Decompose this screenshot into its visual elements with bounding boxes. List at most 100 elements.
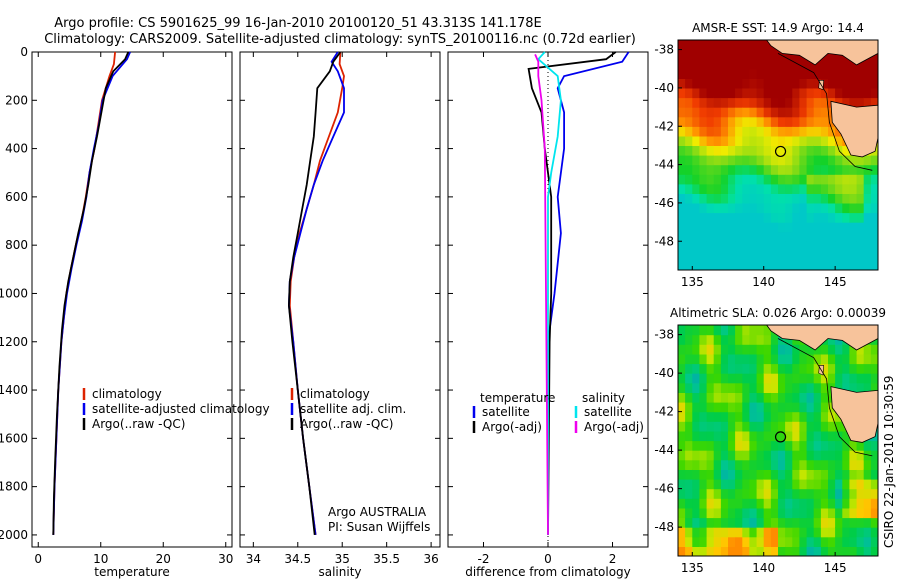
field-cell	[792, 231, 800, 242]
y-tick-label: 800	[5, 238, 28, 252]
field-cell	[785, 174, 793, 185]
tasmania-island	[830, 386, 878, 443]
field-cell	[720, 411, 729, 422]
field-cell	[820, 517, 829, 528]
field-cell	[692, 241, 700, 252]
field-cell	[678, 546, 686, 556]
field-cell	[749, 68, 758, 79]
field-cell	[692, 411, 700, 422]
field-cell	[806, 231, 815, 242]
field-cell	[763, 135, 772, 146]
field-cell	[685, 459, 693, 470]
field-cell	[728, 488, 736, 499]
field-cell	[856, 183, 865, 194]
field-cell	[706, 202, 715, 214]
field-cell	[835, 353, 843, 365]
field-cell	[763, 155, 772, 166]
field-cell	[720, 430, 729, 442]
field-cell	[842, 174, 850, 185]
field-cell	[763, 488, 772, 499]
field-cell	[813, 373, 822, 384]
field-cell	[785, 479, 793, 490]
field-cell	[799, 546, 808, 556]
field-cell	[849, 59, 858, 70]
field-cell	[749, 373, 758, 384]
field-cell	[806, 68, 815, 79]
field-cell	[835, 78, 843, 89]
field-cell	[763, 107, 772, 118]
field-cell	[720, 353, 729, 365]
field-cell	[713, 126, 722, 137]
field-cell	[763, 87, 772, 99]
field-cell	[870, 183, 878, 194]
field-cell	[792, 193, 800, 204]
field-cell	[870, 353, 878, 365]
field-cell	[856, 222, 865, 233]
field-cell	[742, 155, 750, 166]
field-cell	[806, 164, 815, 175]
series-line-argo-raw-qc	[287, 51, 342, 535]
field-cell	[699, 392, 708, 403]
field-cell	[870, 498, 878, 509]
field-cell	[756, 183, 765, 194]
field-cell	[856, 440, 865, 451]
field-cell	[849, 68, 858, 79]
field-cell	[828, 527, 836, 538]
field-cell	[863, 174, 872, 185]
field-cell	[849, 517, 858, 528]
field-cell	[706, 392, 715, 403]
field-cell	[849, 250, 858, 261]
field-cell	[699, 250, 708, 261]
field-cell	[720, 107, 729, 118]
field-cell	[778, 241, 786, 252]
field-cell	[820, 440, 829, 451]
field-cell	[699, 363, 708, 374]
field-cell	[749, 325, 758, 336]
field-cell	[778, 402, 786, 413]
field-cell	[792, 507, 800, 519]
field-cell	[863, 250, 872, 261]
y-tick-label: -42	[654, 119, 674, 133]
field-cell	[770, 536, 779, 547]
field-cell	[835, 135, 843, 146]
field-cell	[863, 536, 872, 547]
field-cell	[828, 373, 836, 384]
field-cell	[778, 222, 786, 233]
field-cell	[749, 459, 758, 470]
field-cell	[742, 479, 750, 490]
field-cell	[828, 536, 836, 547]
field-cell	[799, 382, 808, 393]
field-cell	[806, 440, 815, 451]
field-cell	[699, 450, 708, 461]
field-cell	[792, 155, 800, 166]
field-cell	[742, 498, 750, 509]
field-cell	[763, 126, 772, 137]
field-cell	[706, 430, 715, 442]
field-cell	[842, 260, 850, 270]
field-cell	[678, 68, 686, 79]
field-cell	[756, 479, 765, 490]
field-cell	[728, 527, 736, 538]
field-cell	[828, 174, 836, 185]
field-cell	[749, 135, 758, 146]
field-cell	[699, 135, 708, 146]
field-cell	[770, 353, 779, 365]
field-cell	[785, 193, 793, 204]
field-cell	[856, 382, 865, 393]
field-cell	[828, 459, 836, 470]
field-cell	[863, 459, 872, 470]
field-cell	[778, 212, 786, 223]
field-cell	[785, 231, 793, 242]
field-cell	[792, 212, 800, 223]
field-cell	[770, 68, 779, 79]
field-cell	[692, 469, 700, 480]
field-cell	[713, 212, 722, 223]
sst-map-panel: AMSR-E SST: 14.9 Argo: 14.4 135 140 145 -38 -…	[654, 21, 879, 289]
field-cell	[792, 87, 800, 99]
field-cell	[692, 174, 700, 185]
field-cell	[756, 68, 765, 79]
field-cell	[835, 241, 843, 252]
field-cell	[735, 126, 743, 137]
field-cell	[756, 126, 765, 137]
field-cell	[856, 527, 865, 538]
